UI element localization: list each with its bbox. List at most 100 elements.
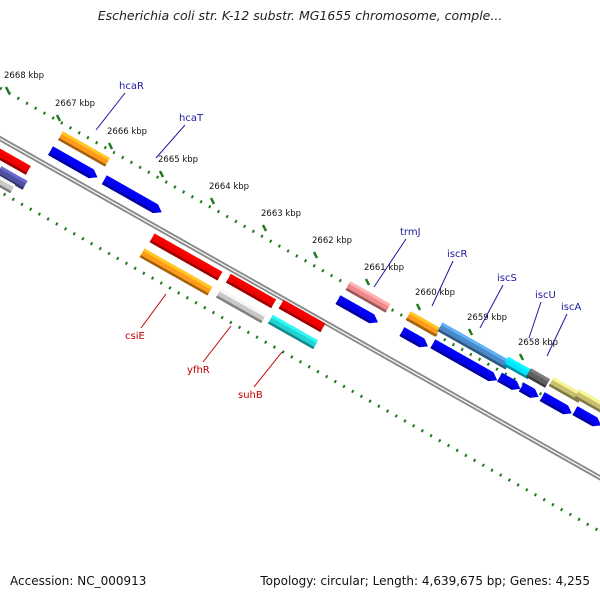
tick-label: 2663 kbp [261,209,301,219]
feature-suhB-body[interactable] [267,314,319,350]
feature-iscR-blue-body[interactable] [399,327,430,350]
feature-iscR-blue[interactable] [399,327,430,350]
feature-hcaR-shadow [58,137,107,167]
feature-iscA-highlight [552,377,584,397]
feature-hcaR-body[interactable] [58,131,110,167]
feature-gray-left-shadow [0,181,12,194]
feature-trmJ[interactable] [345,281,391,313]
feature-gray-left[interactable] [0,174,16,194]
feature-trmJ-blue-body[interactable] [335,295,381,326]
gene-features[interactable] [0,131,600,429]
feature-csiE[interactable] [139,248,213,296]
tick-mark [415,303,422,311]
feature-iscA-shadow [548,383,580,403]
feature-trmJ-blue-shadow [335,301,371,324]
feature-iscS-blue-body[interactable] [430,339,499,384]
feature-red-left[interactable] [0,145,31,175]
gene-label-suhB[interactable]: suhB [238,390,263,401]
feature-hcaR-blue[interactable] [48,146,100,181]
gene-label-yfhR[interactable]: yfhR [187,365,210,376]
feature-iscU-blue-shadow [497,379,514,390]
feature-blue-right-body[interactable] [572,406,600,429]
feature-olive-right[interactable] [574,389,600,413]
feature-iscR-highlight [409,311,441,331]
feature-hcaR-blue-shadow [48,152,91,179]
feature-iscA-body[interactable] [548,377,584,403]
feature-red-left-shadow [0,151,28,175]
feature-hcaT[interactable] [101,175,164,216]
feature-suhB-highlight [271,314,319,344]
feature-iscR-body[interactable] [405,311,441,337]
feature-suhB[interactable] [267,314,319,350]
backbone [0,135,600,481]
feature-iscU-body[interactable] [503,356,533,380]
feature-red-left-highlight [0,145,31,169]
feature-csiE-red[interactable] [149,233,223,281]
tick-label: 2659 kbp [467,313,507,323]
accession-text: Accession: NC_000913 [10,574,147,588]
feature-trmJ-blue[interactable] [335,295,381,326]
feature-yfhR[interactable] [215,288,267,324]
feature-trmJ-highlight [348,281,391,307]
feature-suhB-red[interactable] [278,299,326,333]
feature-suhB-red-highlight [282,299,326,327]
gene-label-iscS[interactable]: iscS [497,273,517,284]
feature-navy-left-body[interactable] [0,166,28,190]
feature-iscS[interactable] [437,322,511,370]
feature-iscU-blue[interactable] [497,372,523,394]
feature-yfhR-body[interactable] [215,288,267,324]
feature-iscU-blue-2[interactable] [518,382,541,402]
feature-navy-left[interactable] [0,166,28,190]
feature-navy-left-highlight [0,166,28,184]
feature-hcaT-highlight [105,175,159,208]
feature-gray-left-body[interactable] [0,174,16,194]
feature-iscR-blue-shadow [399,333,421,348]
genome-summary-text: Topology: circular; Length: 4,639,675 bp… [260,574,590,588]
outer-tick-ring [0,86,600,430]
feature-yfhR-shadow [215,295,263,324]
feature-iscA-blue[interactable] [539,392,575,417]
gene-label-hcaR[interactable]: hcaR [119,81,144,92]
gene-label-iscA[interactable]: iscA [561,302,581,313]
feature-iscU-gray-shadow [525,374,547,388]
feature-yfhR-red-body[interactable] [225,273,277,309]
feature-iscS-highlight [441,322,511,364]
feature-blue-right[interactable] [572,406,600,429]
feature-iscA[interactable] [548,377,584,403]
feature-iscR[interactable] [405,311,441,337]
tick-mark [364,278,371,286]
feature-olive-right-body[interactable] [574,389,600,413]
feature-iscU-gray-highlight [529,368,551,382]
feature-csiE-red-body[interactable] [149,233,223,281]
feature-iscU-blue-body[interactable] [497,372,523,394]
feature-iscR-shadow [405,317,437,337]
feature-suhB-red-body[interactable] [278,299,326,333]
feature-hcaT-body[interactable] [101,175,164,216]
feature-iscS-body[interactable] [437,322,511,370]
feature-hcaR-highlight [61,131,110,161]
feature-olive-right-highlight [577,389,600,407]
feature-trmJ-body[interactable] [345,281,391,313]
gene-label-iscR[interactable]: iscR [447,249,467,260]
leader-iscU [528,301,542,339]
leader-hcaR [95,92,126,131]
feature-iscA-blue-body[interactable] [539,392,575,417]
gene-label-trmJ[interactable]: trmJ [400,227,421,238]
feature-iscS-blue[interactable] [430,339,499,384]
feature-hcaT-shadow [101,181,155,214]
gene-label-iscU[interactable]: iscU [535,290,556,301]
feature-iscU-gray-body[interactable] [525,368,551,388]
feature-csiE-body[interactable] [139,248,213,296]
gene-label-csiE[interactable]: csiE [125,331,145,342]
gene-label-hcaT[interactable]: hcaT [179,113,204,124]
feature-olive-right-shadow [574,395,600,413]
feature-hcaR[interactable] [58,131,110,167]
backbone-center [0,137,600,479]
feature-iscU-gray[interactable] [525,368,551,388]
feature-red-left-body[interactable] [0,145,31,175]
feature-iscU[interactable] [503,356,533,380]
tick-marks: 2668 kbp 2667 kbp 2666 kbp 2665 kbp 2664 kbp… [0,71,600,534]
feature-hcaR-blue-body[interactable] [48,146,100,181]
feature-yfhR-red[interactable] [225,273,277,309]
